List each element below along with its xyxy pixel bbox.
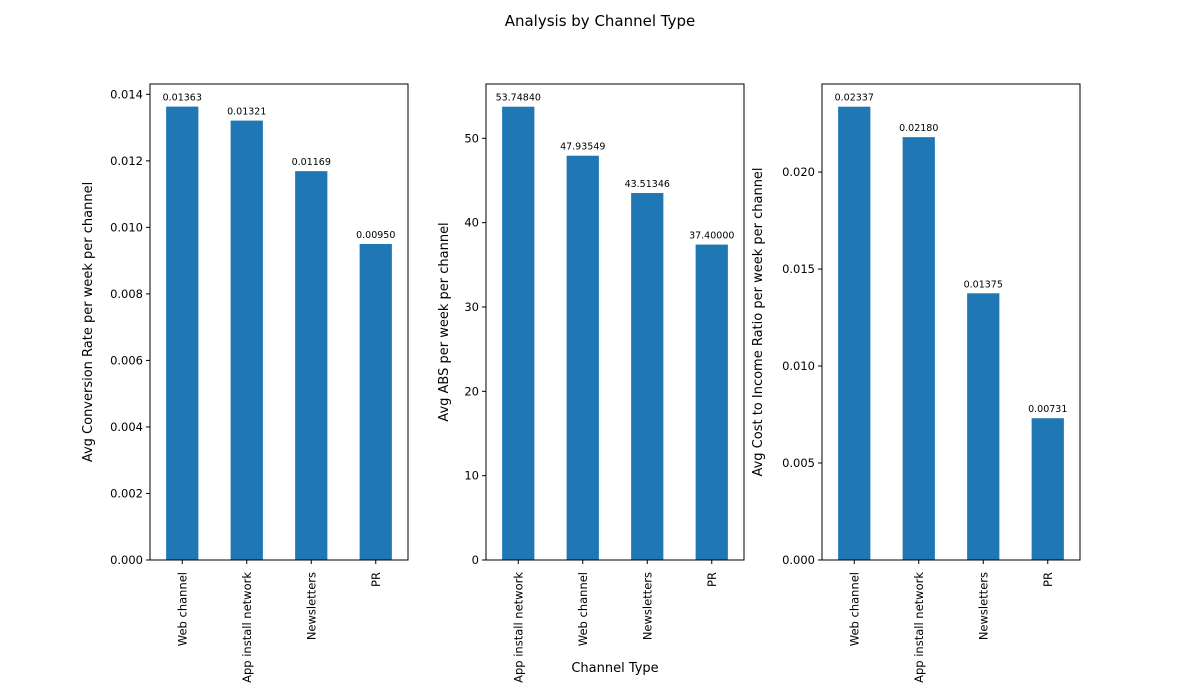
bar-value-label: 53.74840 [496, 93, 541, 104]
x-tick-label: Web channel [175, 572, 189, 646]
bar-value-label: 0.00731 [1028, 404, 1067, 415]
bar [566, 155, 599, 560]
y-axis-label: Avg Conversion Rate per week per channel [81, 182, 96, 462]
x-axis-label: Channel Type [571, 661, 658, 676]
bar-value-label: 0.02337 [835, 93, 874, 104]
bar [502, 106, 535, 560]
x-tick-label: App install network [912, 572, 926, 683]
subplots-container: 0.01363 Web channel 0.01321 App install net… [81, 83, 1081, 683]
x-tick-label: Newsletters [976, 572, 990, 640]
bar-value-label: 0.01375 [964, 279, 1003, 290]
y-tick-label: 20 [464, 384, 479, 398]
y-axis-label: Avg Cost to Income Ratio per week per ch… [751, 167, 766, 476]
x-tick-label: App install network [240, 572, 254, 683]
x-tick-label: App install network [511, 572, 525, 683]
bar-value-label: 0.00950 [356, 230, 395, 241]
subplot-3: 0.02337 Web channel 0.02180 App install net… [751, 83, 1081, 683]
figure-title: Analysis by Channel Type [505, 12, 696, 30]
x-tick-label: PR [1041, 572, 1055, 587]
y-axis-label: Avg ABS per week per channel [437, 222, 452, 421]
bar [359, 243, 392, 561]
y-tick-label: 0.020 [782, 165, 815, 179]
bar-value-label: 0.01363 [163, 93, 202, 104]
axes-frame [149, 83, 409, 561]
bar [902, 137, 935, 560]
y-tick-label: 40 [464, 216, 479, 230]
x-tick-label: Newsletters [640, 572, 654, 640]
bar [631, 193, 664, 560]
y-tick-label: 10 [464, 469, 479, 483]
subplot-2: 53.74840 App install network 47.93549 Web c… [437, 83, 745, 683]
axes-frame [821, 83, 1081, 561]
x-tick-label: Web channel [847, 572, 861, 646]
y-tick-label: 0.008 [110, 287, 143, 301]
y-tick-label: 0.010 [782, 359, 815, 373]
x-tick-label: PR [705, 572, 719, 587]
bar-value-label: 0.01321 [227, 107, 266, 118]
x-tick-label: PR [369, 572, 383, 587]
y-tick-label: 0.014 [110, 87, 143, 101]
bar [695, 244, 728, 560]
bar [967, 293, 1000, 560]
y-tick-label: 0.002 [110, 486, 143, 500]
x-tick-label: Newsletters [304, 572, 318, 640]
y-tick-label: 0 [472, 553, 479, 567]
bar-value-label: 43.51346 [625, 179, 670, 190]
bar [838, 106, 871, 561]
y-tick-label: 0.000 [782, 553, 815, 567]
y-tick-label: 0.004 [110, 420, 143, 434]
bar [230, 120, 263, 561]
y-tick-label: 0.005 [782, 456, 815, 470]
y-tick-label: 0.010 [110, 220, 143, 234]
bar-value-label: 0.02180 [899, 123, 938, 134]
y-tick-label: 50 [464, 131, 479, 145]
y-tick-label: 0.006 [110, 353, 143, 367]
y-tick-label: 0.015 [782, 262, 815, 276]
y-tick-label: 30 [464, 300, 479, 314]
bar-value-label: 47.93549 [560, 142, 605, 153]
bar [295, 171, 328, 560]
bar-value-label: 37.40000 [689, 231, 734, 242]
bar [166, 106, 199, 561]
x-tick-label: Web channel [576, 572, 590, 646]
y-tick-label: 0.012 [110, 154, 143, 168]
axes-frame [485, 83, 745, 561]
y-tick-label: 0.000 [110, 553, 143, 567]
subplot-1: 0.01363 Web channel 0.01321 App install net… [81, 83, 409, 683]
bar-value-label: 0.01169 [292, 157, 331, 168]
bar [1031, 418, 1064, 560]
